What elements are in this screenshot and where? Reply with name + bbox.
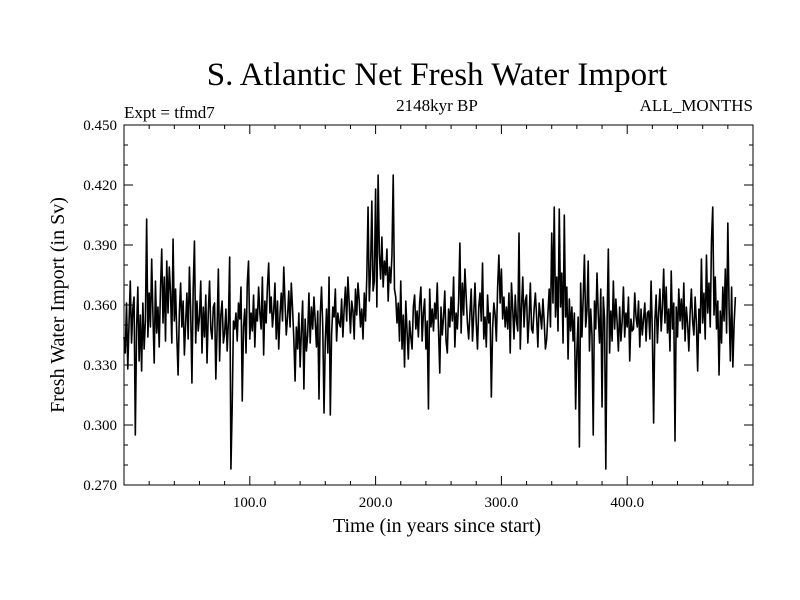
months-label: ALL_MONTHS	[640, 96, 753, 115]
x-axis: 100.0 200.0 300.0 400.0	[148, 125, 729, 511]
x-tick-label: 300.0	[485, 495, 519, 511]
y-tick-label: 0.300	[83, 418, 117, 434]
time-period-label: 2148kyr BP	[396, 96, 478, 115]
y-tick-label: 0.450	[83, 118, 117, 134]
y-axis-label: Fresh Water Import (in Sv)	[47, 197, 69, 413]
x-tick-label: 200.0	[359, 495, 393, 511]
series-line	[123, 174, 737, 470]
y-tick-label: 0.420	[83, 178, 117, 194]
experiment-label: Expt = tfmd7	[124, 103, 215, 122]
chart-title: S. Atlantic Net Fresh Water Import	[207, 57, 668, 93]
y-tick-label: 0.270	[83, 478, 117, 494]
y-tick-label: 0.390	[83, 238, 117, 254]
y-tick-label: 0.330	[83, 358, 117, 374]
plot-frame	[123, 124, 754, 486]
x-tick-label: 100.0	[233, 495, 267, 511]
x-axis-label: Time (in years since start)	[333, 515, 541, 537]
y-tick-label: 0.360	[83, 298, 117, 314]
x-tick-label: 400.0	[610, 495, 644, 511]
